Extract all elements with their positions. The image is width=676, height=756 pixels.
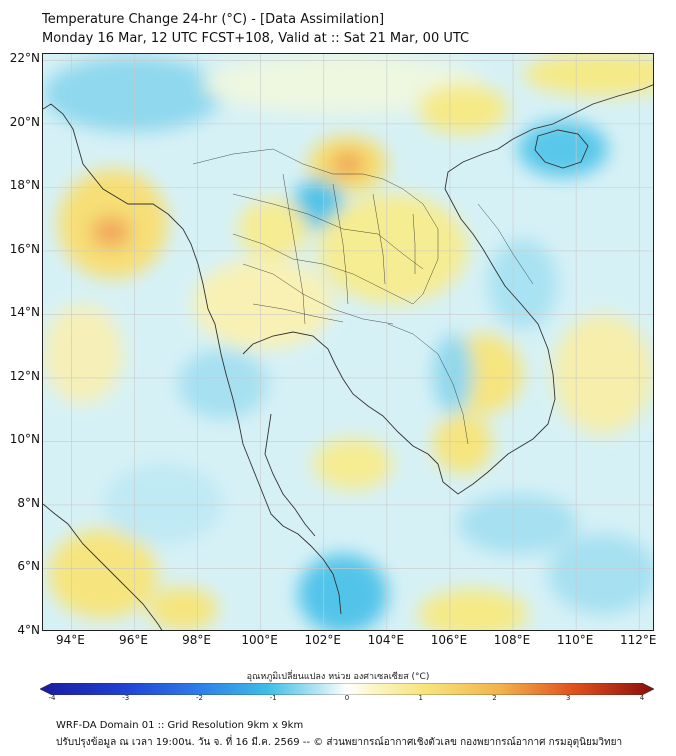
lon-tick-label: 96°E xyxy=(119,633,148,647)
colorbar-tick-label: -3 xyxy=(122,694,130,702)
myanmar-thailand-coast xyxy=(43,103,342,615)
chart-subtitle: Monday 16 Mar, 12 UTC FCST+108, Valid at… xyxy=(42,31,470,46)
lat-tick-label: 4°N xyxy=(17,623,40,637)
colorbar-tick-label: 1 xyxy=(418,694,423,702)
graticule xyxy=(43,54,653,630)
lat-tick-label: 22°N xyxy=(9,51,40,66)
lon-tick-label: 110°E xyxy=(556,633,594,647)
colorbar-tick-label: 3 xyxy=(566,694,571,702)
lon-tick-label: 108°E xyxy=(493,633,531,647)
lat-tick-label: 10°N xyxy=(9,432,40,447)
colorbar-tick-label: 2 xyxy=(492,694,497,702)
colorbar xyxy=(39,680,655,696)
footer-line-1: WRF-DA Domain 01 :: Grid Resolution 9km … xyxy=(56,720,304,731)
malay-east-coast xyxy=(264,413,316,537)
colorbar-tick-label: -4 xyxy=(48,694,56,702)
hainan-island xyxy=(534,129,589,169)
coastlines xyxy=(43,84,653,630)
lat-tick-label: 12°N xyxy=(9,368,40,383)
china-coast xyxy=(497,84,653,150)
gulf-thailand-coast xyxy=(242,331,444,483)
colorbar-tick-label: -2 xyxy=(196,694,203,702)
footer-line-2: ปรับปรุงข้อมูล ณ เวลา 19:00น. วัน จ. ที่… xyxy=(56,737,623,748)
lat-tick-label: 16°N xyxy=(9,241,40,256)
temperature-field xyxy=(43,54,653,630)
lat-tick-label: 6°N xyxy=(17,559,40,574)
temperature-map xyxy=(43,54,653,630)
lat-tick-label: 20°N xyxy=(9,114,40,129)
colorbar-tick-label: 0 xyxy=(344,694,350,702)
lon-tick-label: 106°E xyxy=(430,633,468,647)
lon-tick-label: 102°E xyxy=(304,633,342,647)
lon-tick-label: 100°E xyxy=(241,633,278,647)
lon-tick-label: 112°E xyxy=(619,633,657,647)
lat-tick-label: 18°N xyxy=(9,178,40,193)
sumatra-coast xyxy=(43,503,163,630)
chart-title: Temperature Change 24-hr (°C) - [Data As… xyxy=(42,12,385,27)
lon-tick-label: 104°E xyxy=(367,633,405,647)
vietnam-coast xyxy=(442,148,556,495)
admin-boundaries xyxy=(192,148,534,445)
colorbar-title: อุณหภูมิเปลี่ยนแปลง หน่วย องศาเซลเซียส (… xyxy=(246,672,430,682)
colorbar-tick-label: -1 xyxy=(269,694,277,702)
lon-tick-label: 98°E xyxy=(182,633,211,647)
colorbar-tick-label: 4 xyxy=(639,694,645,702)
lon-tick-label: 94°E xyxy=(55,633,85,647)
lat-tick-label: 8°N xyxy=(17,495,40,510)
lat-tick-label: 14°N xyxy=(9,305,40,320)
map-panel[interactable] xyxy=(42,53,654,631)
